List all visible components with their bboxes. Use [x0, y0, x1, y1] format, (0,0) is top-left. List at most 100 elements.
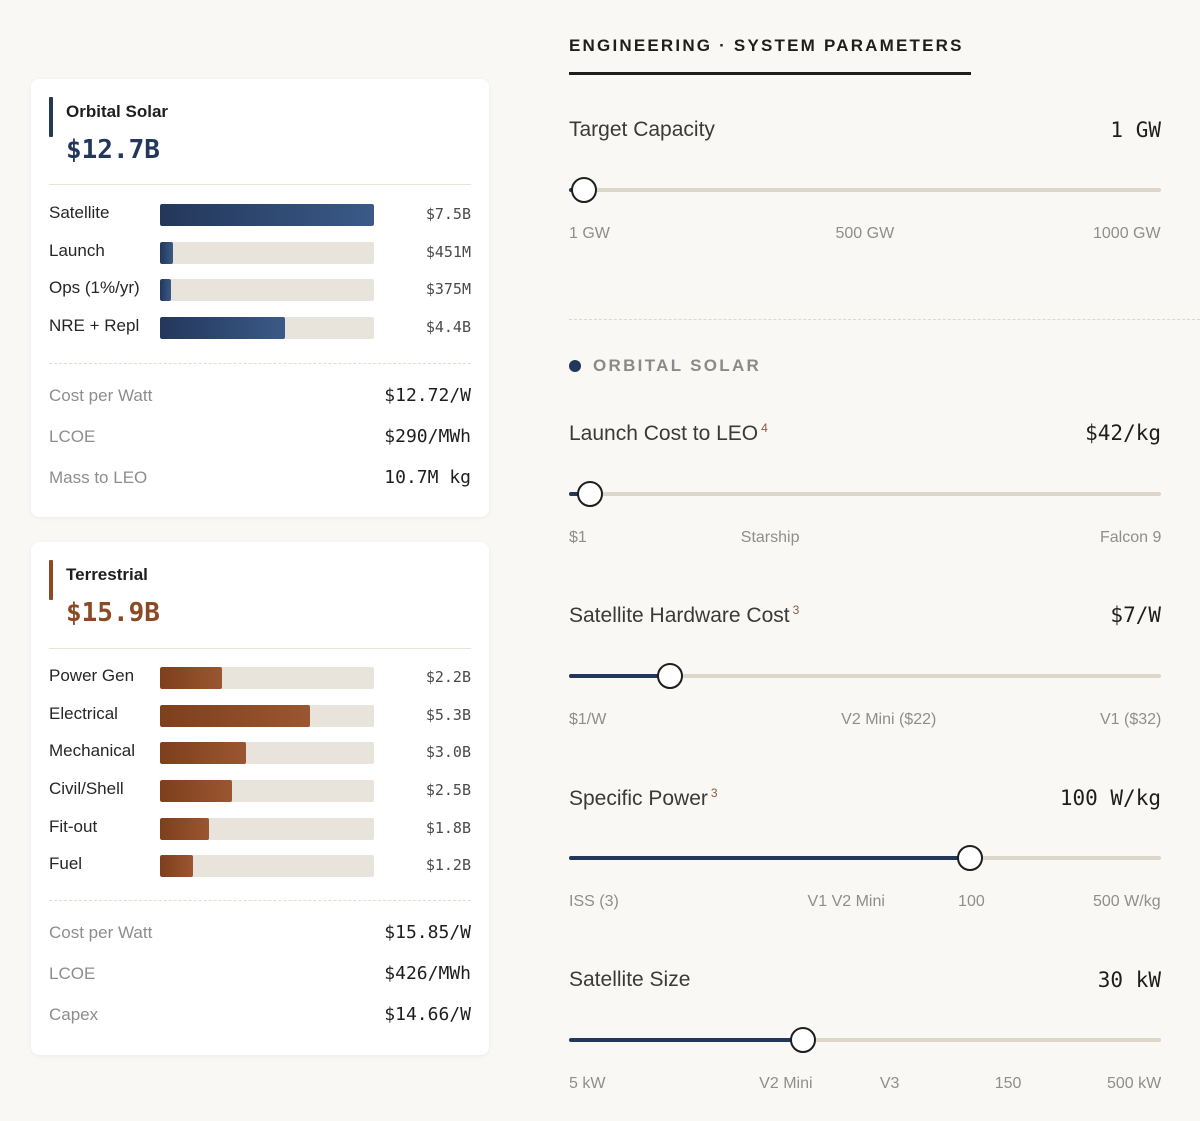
orbital-metrics-divider [49, 363, 471, 364]
metric-row: Cost per Watt $12.72/W [49, 377, 471, 418]
slider-tick-label: V2 Mini [759, 1075, 813, 1092]
orbital-divider [49, 184, 471, 185]
launch-cost-footnote: 4 [761, 421, 768, 435]
metric-label: Capex [49, 1005, 99, 1024]
cost-row-value: $1.2B [425, 856, 471, 875]
launch-cost-ticks: $1 Starship Falcon 9 [569, 529, 1161, 549]
cost-row-value: $2.5B [425, 781, 471, 800]
slider-track[interactable] [569, 1038, 1161, 1042]
metric-row: LCOE $426/MWh [49, 955, 471, 996]
section-dot-icon [569, 360, 581, 372]
specific-power-slider[interactable] [569, 843, 1161, 873]
cost-row-value: $2.2B [425, 668, 471, 686]
orbital-card-title: Orbital Solar [66, 102, 169, 121]
target-capacity-value: 1 GW [1110, 118, 1161, 142]
orbital-metrics: Cost per Watt $12.72/W LCOE $290/MWh Mass to… [49, 377, 471, 500]
cost-row: Power Gen $2.2B [49, 658, 471, 696]
slider-tick-label: Starship [740, 529, 800, 546]
metric-value: 10.7M kg [384, 467, 471, 488]
cost-row-value: $5.3B [425, 705, 471, 724]
slider-tick-label: 150 [994, 1075, 1022, 1092]
slider-track[interactable] [569, 674, 1161, 678]
slider-fill [569, 674, 670, 678]
metric-value: $15.85/W [384, 922, 471, 943]
slider-thumb[interactable] [576, 481, 603, 507]
slider-tick-label: V1 V2 Mini [807, 893, 885, 910]
cost-row: Fuel $1.2B [49, 846, 471, 884]
slider-tick-label: 100 [958, 893, 985, 910]
hardware-cost-slider[interactable] [569, 661, 1161, 691]
orbital-accent-bar [49, 97, 53, 137]
panel-title: ENGINEERING · SYSTEM PARAMETERS [569, 36, 964, 55]
cost-bar-track [160, 855, 374, 878]
slider-tick-label: V1 ($32) [1100, 711, 1162, 728]
slider-tick-label: 1000 GW [1093, 225, 1161, 242]
target-capacity-slider[interactable] [569, 175, 1161, 205]
terrestrial-cost-breakdown: Power Gen $2.2B Electrical $5.3B Mechanical $… [49, 658, 471, 884]
slider-fill [569, 1038, 803, 1042]
metric-value: $290/MWh [384, 426, 471, 447]
cost-bar-fill [160, 780, 232, 803]
cost-bar-track [160, 667, 374, 689]
terrestrial-accent-bar [49, 560, 53, 600]
metric-value: $426/MWh [384, 963, 471, 984]
metric-value: $12.72/W [384, 385, 471, 406]
slider-tick-label: ISS (3) [569, 893, 619, 910]
target-capacity-label: Target Capacity [569, 118, 715, 141]
metric-row: LCOE $290/MWh [49, 418, 471, 459]
slider-tick-label: V3 [879, 1075, 900, 1092]
orbital-solar-section-label: ORBITAL SOLAR [593, 356, 762, 375]
cost-row: Electrical $5.3B [49, 696, 471, 734]
slider-thumb[interactable] [570, 177, 597, 203]
cost-row-value: $451M [425, 242, 471, 261]
target-capacity-ticks: 1 GW 500 GW 1000 GW [569, 225, 1161, 245]
cost-row-label: Ops (1%/yr) [49, 278, 140, 298]
slider-tick-label: $1/W [569, 711, 607, 728]
terrestrial-metrics-divider [49, 900, 471, 901]
slider-thumb[interactable] [789, 1027, 816, 1053]
slider-tick-label: 500 kW [1107, 1075, 1162, 1092]
satellite-size-slider[interactable] [569, 1025, 1161, 1055]
cost-row-value: $7.5B [425, 205, 471, 223]
cost-row: Ops (1%/yr) $375M [49, 270, 471, 308]
cost-bar-track [160, 241, 374, 264]
cost-bar-fill [160, 742, 246, 765]
cost-bar-fill [160, 855, 194, 878]
slider-tick-label: V2 Mini ($22) [841, 711, 937, 728]
cost-row-label: Satellite [49, 203, 110, 222]
hardware-cost-value: $7/W [1110, 603, 1161, 627]
cost-row-label: Fit-out [49, 816, 98, 836]
cost-row-value: $4.4B [425, 318, 471, 337]
launch-cost-slider[interactable] [569, 479, 1161, 509]
cost-bar-track [160, 817, 374, 840]
cost-bar-fill [160, 817, 210, 840]
slider-tick-label: 5 kW [569, 1075, 606, 1092]
section-divider [569, 319, 1200, 320]
slider-tick-label: 1 GW [569, 225, 610, 242]
slider-track[interactable] [569, 492, 1161, 496]
satellite-size-label: Satellite Size [569, 968, 691, 991]
cost-row: Civil/Shell $2.5B [49, 771, 471, 809]
cost-row-label: NRE + Repl [49, 316, 140, 336]
cost-row: Mechanical $3.0B [49, 733, 471, 771]
hardware-cost-ticks: $1/W V2 Mini ($22) V1 ($32) [569, 711, 1161, 731]
slider-track[interactable] [569, 188, 1161, 192]
cost-bar-fill [160, 241, 173, 264]
metric-label: Mass to LEO [49, 468, 148, 487]
metric-row: Mass to LEO 10.7M kg [49, 459, 471, 500]
cost-row-label: Mechanical [49, 741, 135, 761]
slider-thumb[interactable] [956, 845, 983, 871]
cost-bar-track [160, 317, 374, 340]
slider-thumb[interactable] [656, 663, 683, 689]
slider-tick-label: $1 [569, 529, 587, 546]
cost-bar-track [160, 742, 374, 765]
terrestrial-card-title: Terrestrial [66, 565, 148, 584]
metric-row: Capex $14.66/W [49, 996, 471, 1037]
cost-row-label: Electrical [49, 703, 118, 723]
hardware-cost-footnote: 3 [792, 603, 800, 617]
terrestrial-total-cost: $15.9B [66, 598, 160, 628]
cost-row-label: Civil/Shell [49, 779, 124, 799]
cost-row: Launch $451M [49, 233, 471, 271]
orbital-solar-card: Orbital Solar $12.7B Satellite $7.5B Launc… [31, 79, 489, 517]
cost-bar-track [160, 204, 374, 226]
